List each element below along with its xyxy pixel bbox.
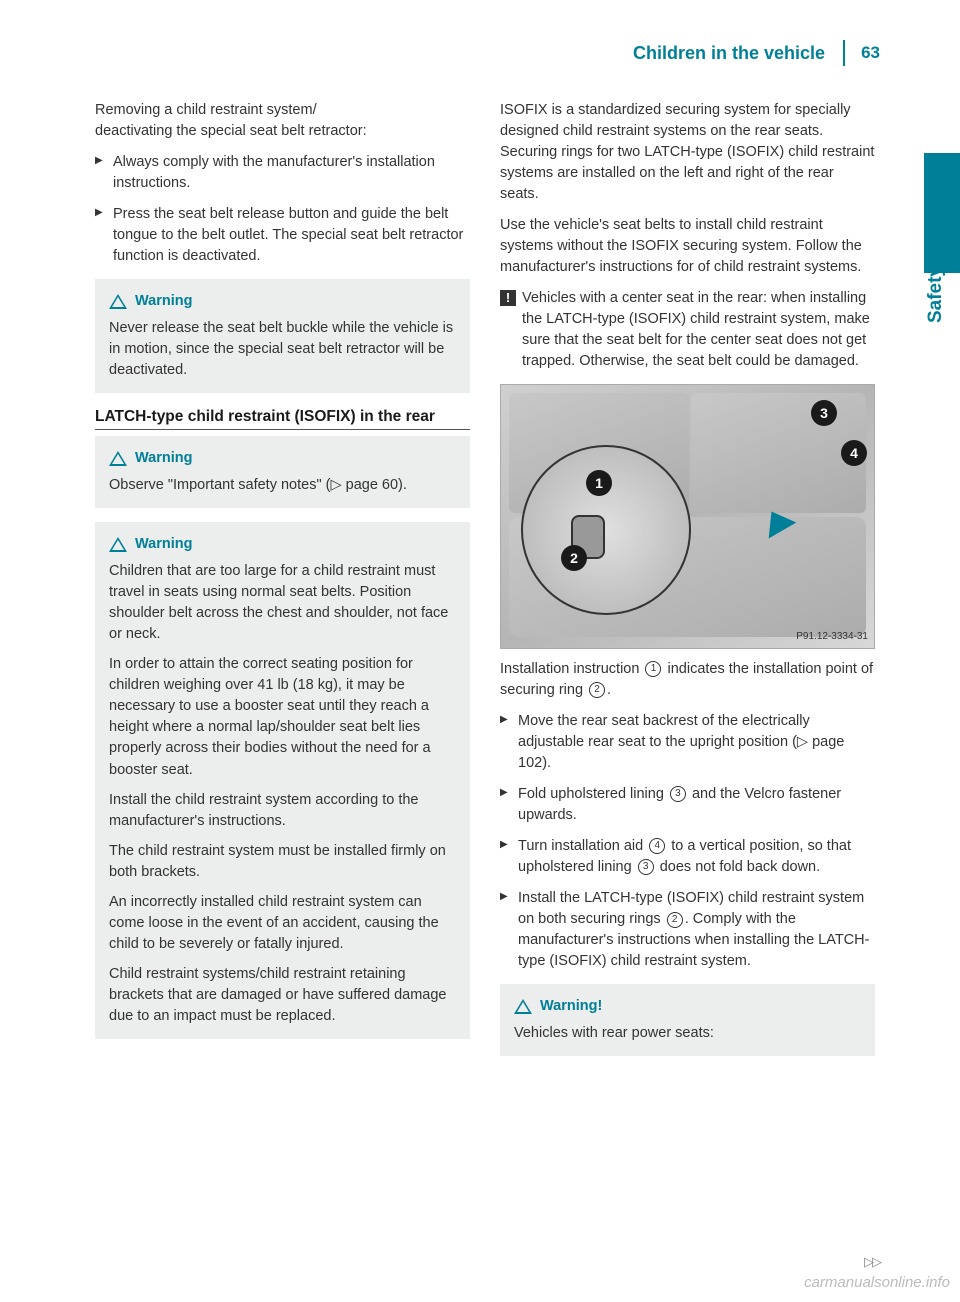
page-number: 63 [845,41,880,66]
inline-ref-1: 1 [645,661,661,677]
figure-code: P91.12-3334-31 [796,630,868,645]
intro-line-2: deactivating the special seat belt retra… [95,123,367,139]
warning-label: Warning [135,291,192,312]
warning-text: The child restraint system must be insta… [109,841,456,883]
inline-ref-3b: 3 [638,859,654,875]
warning-icon [109,537,127,552]
seat-backrest-shape [691,393,866,513]
warning-text: Install the child restraint system accor… [109,790,456,832]
left-column: Removing a child restraint system/ deact… [95,100,470,1070]
figure-caption: Installation instruction 1 indicates the… [500,659,875,701]
warning-text: Children that are too large for a child … [109,561,456,645]
callout-1: 1 [586,470,612,496]
watermark: carmanualsonline.info [804,1272,950,1294]
warning-text: Observe "Important safety notes" (▷ page… [109,475,456,496]
warning-label: Warning! [540,996,602,1017]
caption-a: Installation instruction [500,661,643,677]
bullet-item: Install the LATCH-type (ISOFIX) child re… [500,888,875,972]
note-text: Vehicles with a center seat in the rear:… [522,288,875,372]
callout-3: 3 [811,400,837,426]
right-intro-1: ISOFIX is a standardized securing system… [500,100,875,205]
warning-heading: Warning [109,448,456,469]
warning-text: An incorrectly installed child restraint… [109,892,456,955]
warning-heading: Warning [109,534,456,555]
warning-box-4: Warning! Vehicles with rear power seats: [500,984,875,1056]
bullet-item: Fold upholstered lining 3 and the Velcro… [500,784,875,826]
side-tab-label: Safety [922,266,950,323]
warning-box-3: Warning Children that are too large for … [95,522,470,1038]
warning-box-1: Warning Never release the seat belt buck… [95,279,470,393]
warning-text: Never release the seat belt buckle while… [109,318,456,381]
right-intro-2: Use the vehicle's seat belts to install … [500,215,875,278]
important-note: ! Vehicles with a center seat in the rea… [500,288,875,372]
warning-text: Child restraint systems/child restraint … [109,964,456,1027]
page-header: Children in the vehicle 63 [633,40,880,66]
inline-ref-4: 4 [649,838,665,854]
bullet-item: Turn installation aid 4 to a vertical po… [500,836,875,878]
exclamation-icon: ! [500,290,516,306]
intro-line-1: Removing a child restraint system/ [95,102,317,118]
warning-text: In order to attain the correct seating p… [109,654,456,780]
warning-box-2: Warning Observe "Important safety notes"… [95,436,470,508]
header-title: Children in the vehicle [633,40,845,66]
warning-label: Warning [135,448,192,469]
callout-4: 4 [841,440,867,466]
callout-2: 2 [561,545,587,571]
inline-ref-3: 3 [670,786,686,802]
right-column: ISOFIX is a standardized securing system… [500,100,875,1070]
bullet-item: Always comply with the manufacturer's in… [95,152,470,194]
detail-circle [521,445,691,615]
warning-heading: Warning [109,291,456,312]
inline-ref-2b: 2 [667,912,683,928]
isofix-figure: 1 2 3 4 P91.12-3334-31 [500,384,875,649]
warning-heading: Warning! [514,996,861,1017]
warning-label: Warning [135,534,192,555]
bullet-item: Press the seat belt release button and g… [95,204,470,267]
warning-icon [109,294,127,309]
bullet-item: Move the rear seat backrest of the elect… [500,711,875,774]
warning-icon [109,451,127,466]
content-columns: Removing a child restraint system/ deact… [95,100,875,1070]
caption-c: . [607,682,611,698]
warning-icon [514,999,532,1014]
continue-arrows-icon: ▷▷ [864,1253,880,1272]
left-intro: Removing a child restraint system/ deact… [95,100,470,142]
page: Children in the vehicle 63 Safety Removi… [0,0,960,1302]
left-bullets: Always comply with the manufacturer's in… [95,152,470,267]
side-tab [924,153,960,273]
section-heading: LATCH-type child restraint (ISOFIX) in t… [95,407,470,430]
warning-text: Vehicles with rear power seats: [514,1023,861,1044]
inline-ref-2: 2 [589,682,605,698]
right-bullets: Move the rear seat backrest of the elect… [500,711,875,972]
